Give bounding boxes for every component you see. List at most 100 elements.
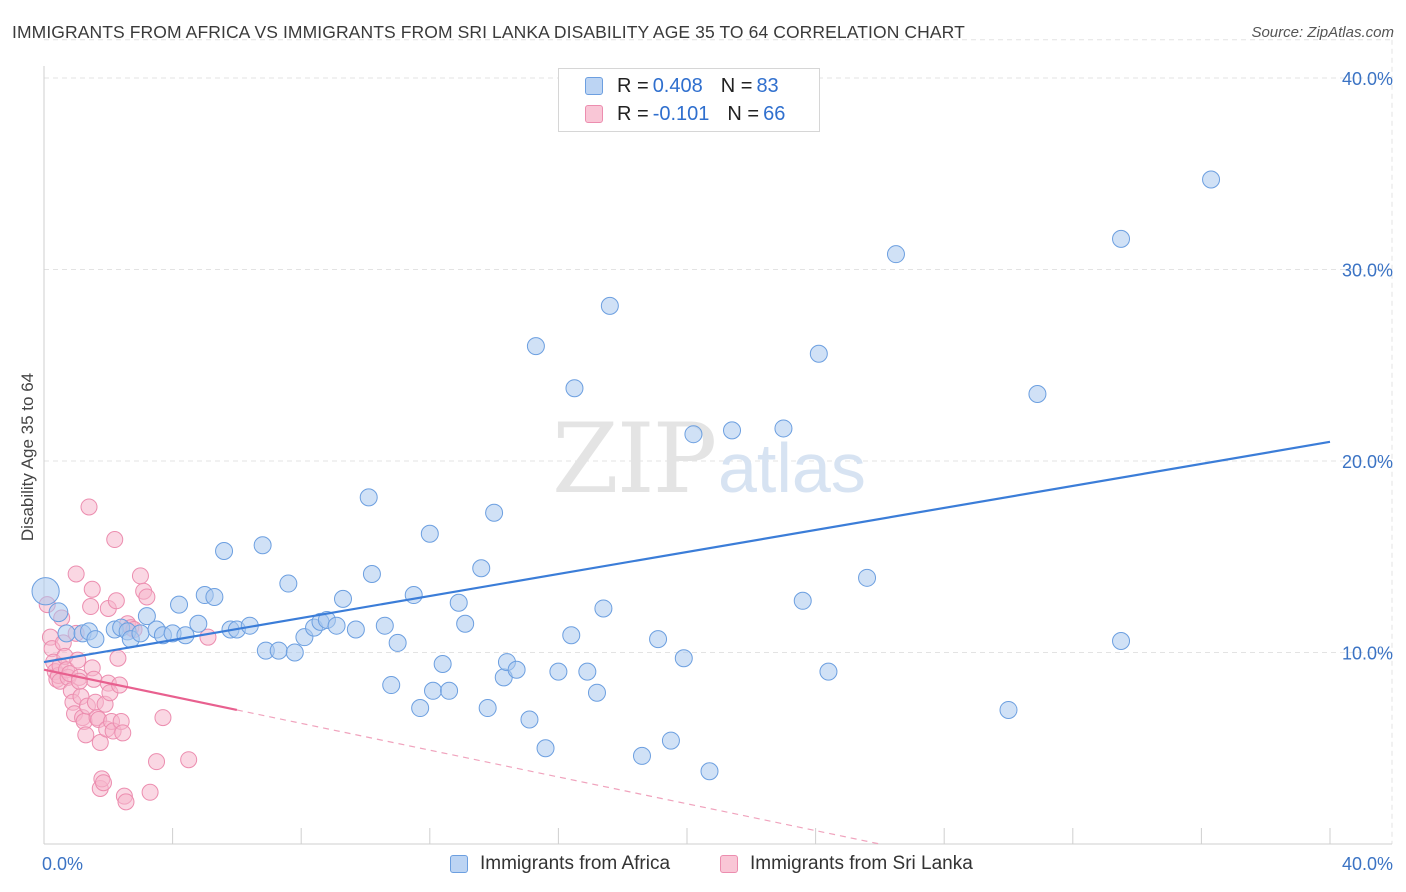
point-srilanka [107, 592, 125, 610]
point-africa [999, 700, 1018, 719]
point-africa [456, 614, 475, 633]
point-africa [684, 425, 703, 444]
legend-swatch-africa [585, 77, 603, 95]
point-africa [137, 607, 156, 626]
x-tick-label: 0.0% [42, 854, 83, 874]
bottom-legend-africa: Immigrants from Africa [450, 852, 670, 876]
point-africa [269, 641, 288, 660]
point-africa [449, 593, 468, 612]
point-africa [420, 524, 439, 543]
point-srilanka [82, 598, 100, 616]
series-srilanka [38, 498, 217, 811]
point-africa [632, 746, 651, 765]
point-srilanka [148, 753, 166, 771]
point-africa [774, 419, 793, 438]
legend-n-value: 83 [756, 74, 779, 97]
grid-lines [44, 39, 1393, 844]
point-africa [359, 488, 378, 507]
trendline-africa [43, 440, 1331, 664]
point-africa [424, 681, 443, 700]
point-srilanka [80, 498, 98, 516]
chart-title: IMMIGRANTS FROM AFRICA VS IMMIGRANTS FRO… [12, 22, 965, 42]
point-africa [1028, 384, 1047, 403]
point-africa [205, 587, 224, 606]
point-srilanka [109, 649, 127, 667]
point-africa [809, 344, 828, 363]
point-africa [674, 649, 693, 668]
point-africa [279, 574, 298, 593]
point-africa [382, 676, 401, 695]
legend-n-label: N = [727, 102, 760, 125]
point-srilanka [131, 567, 149, 585]
point-srilanka [117, 793, 135, 811]
point-srilanka [114, 724, 132, 742]
legend-r-label: R = [617, 74, 649, 97]
point-africa [565, 379, 584, 398]
y-tick-label: 10.0% [1342, 644, 1393, 664]
point-africa [578, 662, 597, 681]
legend-r-value: -0.101 [652, 102, 710, 125]
source-label: Source: ZipAtlas.com [1251, 24, 1394, 41]
point-srilanka [106, 531, 124, 549]
point-africa [472, 559, 491, 578]
point-africa [600, 296, 619, 315]
point-africa [31, 577, 60, 606]
point-africa [478, 699, 497, 718]
point-africa [700, 762, 719, 781]
watermark-atlas: atlas [718, 429, 866, 507]
point-africa [131, 624, 150, 643]
point-africa [189, 614, 208, 633]
point-srilanka [141, 783, 159, 801]
point-africa [1112, 632, 1131, 651]
legend-swatch-srilanka [585, 105, 603, 123]
point-africa [411, 699, 430, 718]
point-africa [526, 337, 545, 356]
point-africa [57, 624, 76, 643]
point-africa [819, 662, 838, 681]
point-africa [536, 739, 555, 758]
y-tick-label: 30.0% [1342, 261, 1393, 281]
legend-n-value: 66 [763, 102, 786, 125]
point-africa [562, 626, 581, 645]
legend-row-africa: R = 0.408 N = 83 [585, 73, 779, 99]
point-africa [886, 245, 905, 264]
point-srilanka [138, 588, 156, 606]
watermark: ZIP atlas [552, 403, 866, 515]
point-africa [170, 595, 189, 614]
point-africa [549, 662, 568, 681]
point-africa [362, 564, 381, 583]
y-tick-label: 40.0% [1342, 69, 1393, 89]
point-africa [1112, 229, 1131, 248]
legend-n-label: N = [720, 74, 753, 97]
point-africa [285, 643, 304, 662]
point-africa [48, 602, 69, 623]
series-africa [31, 170, 1221, 781]
point-africa [433, 654, 452, 673]
point-srilanka [83, 580, 101, 598]
trendline-srilanka [43, 668, 238, 712]
point-africa [404, 586, 423, 605]
point-srilanka [67, 565, 85, 583]
bottom-legend-srilanka: Immigrants from Sri Lanka [720, 852, 973, 876]
y-axis-label: Disability Age 35 to 64 [18, 373, 37, 541]
point-africa [649, 630, 668, 649]
axes [43, 66, 1392, 845]
watermark-zip: ZIP [552, 403, 715, 515]
point-africa [507, 660, 526, 679]
point-africa [253, 536, 272, 555]
point-africa [520, 710, 539, 729]
point-africa [215, 542, 234, 561]
x-tick-label: 40.0% [1342, 854, 1393, 874]
point-africa [86, 630, 105, 649]
bottom-swatch-srilanka [720, 855, 738, 873]
point-africa [485, 503, 504, 522]
correlation-legend: R = 0.408 N = 83 R = -0.101 N = 66 [558, 68, 820, 132]
point-africa [1202, 170, 1221, 189]
point-srilanka [180, 751, 198, 769]
bottom-legend-srilanka-label: Immigrants from Sri Lanka [750, 853, 973, 874]
point-africa [388, 633, 407, 652]
tick-labels: 10.0% 20.0% 30.0% 40.0% 0.0% 40.0% [42, 69, 1393, 874]
legend-r-value: 0.408 [652, 74, 703, 97]
point-africa [587, 683, 606, 702]
